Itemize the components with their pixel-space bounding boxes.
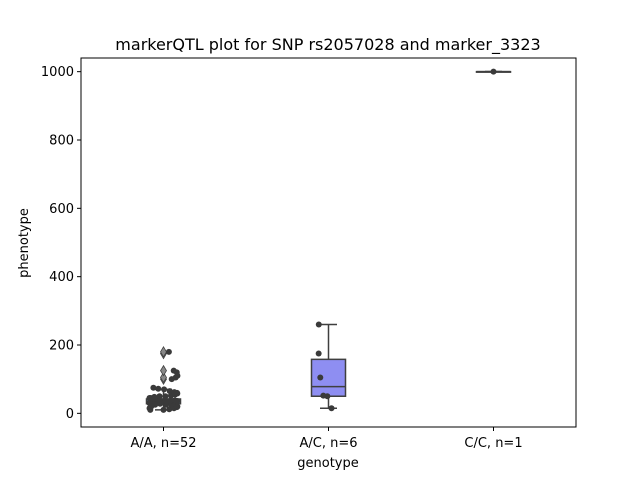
data-point — [156, 393, 163, 400]
data-point — [166, 388, 173, 395]
data-point — [315, 321, 322, 328]
data-point — [151, 393, 158, 400]
y-tick-label: 800 — [49, 134, 74, 149]
data-point — [171, 397, 178, 404]
data-point — [152, 401, 159, 408]
x-tick-label: A/C, n=6 — [299, 436, 357, 451]
data-point — [161, 386, 168, 393]
data-point — [155, 385, 162, 392]
data-point — [328, 405, 335, 412]
y-axis: 0 200 400 600 800 1000 — [41, 65, 81, 422]
data-point — [317, 374, 324, 381]
outlier-marker — [160, 364, 167, 377]
data-point — [150, 384, 157, 391]
data-point — [163, 398, 170, 405]
data-point — [170, 367, 177, 374]
data-point — [490, 68, 497, 75]
data-point — [162, 393, 169, 400]
data-point — [320, 392, 327, 399]
y-axis-label: phenotype — [17, 208, 32, 278]
y-tick-label: 1000 — [41, 65, 74, 80]
y-tick-label: 400 — [49, 270, 74, 285]
chart-title: markerQTL plot for SNP rs2057028 and mar… — [115, 35, 540, 55]
x-tick-label: A/A, n=52 — [130, 436, 196, 451]
data-point — [160, 406, 167, 413]
outlier-marker — [160, 346, 167, 358]
y-tick-label: 0 — [66, 407, 74, 422]
x-axis-label: genotype — [297, 456, 358, 471]
data-point — [165, 348, 172, 355]
data-point — [166, 406, 173, 413]
data-point — [315, 350, 322, 357]
x-tick-label: C/C, n=1 — [464, 436, 522, 451]
box — [310, 358, 347, 398]
data-point — [171, 389, 178, 396]
data-point — [157, 400, 164, 407]
x-axis: A/A, n=52 A/C, n=6 C/C, n=1 — [130, 427, 523, 451]
plot-area — [145, 68, 512, 413]
outlier-marker — [160, 371, 167, 384]
y-tick-label: 600 — [49, 202, 74, 217]
y-tick-label: 200 — [49, 339, 74, 354]
plot-frame — [80, 57, 577, 428]
